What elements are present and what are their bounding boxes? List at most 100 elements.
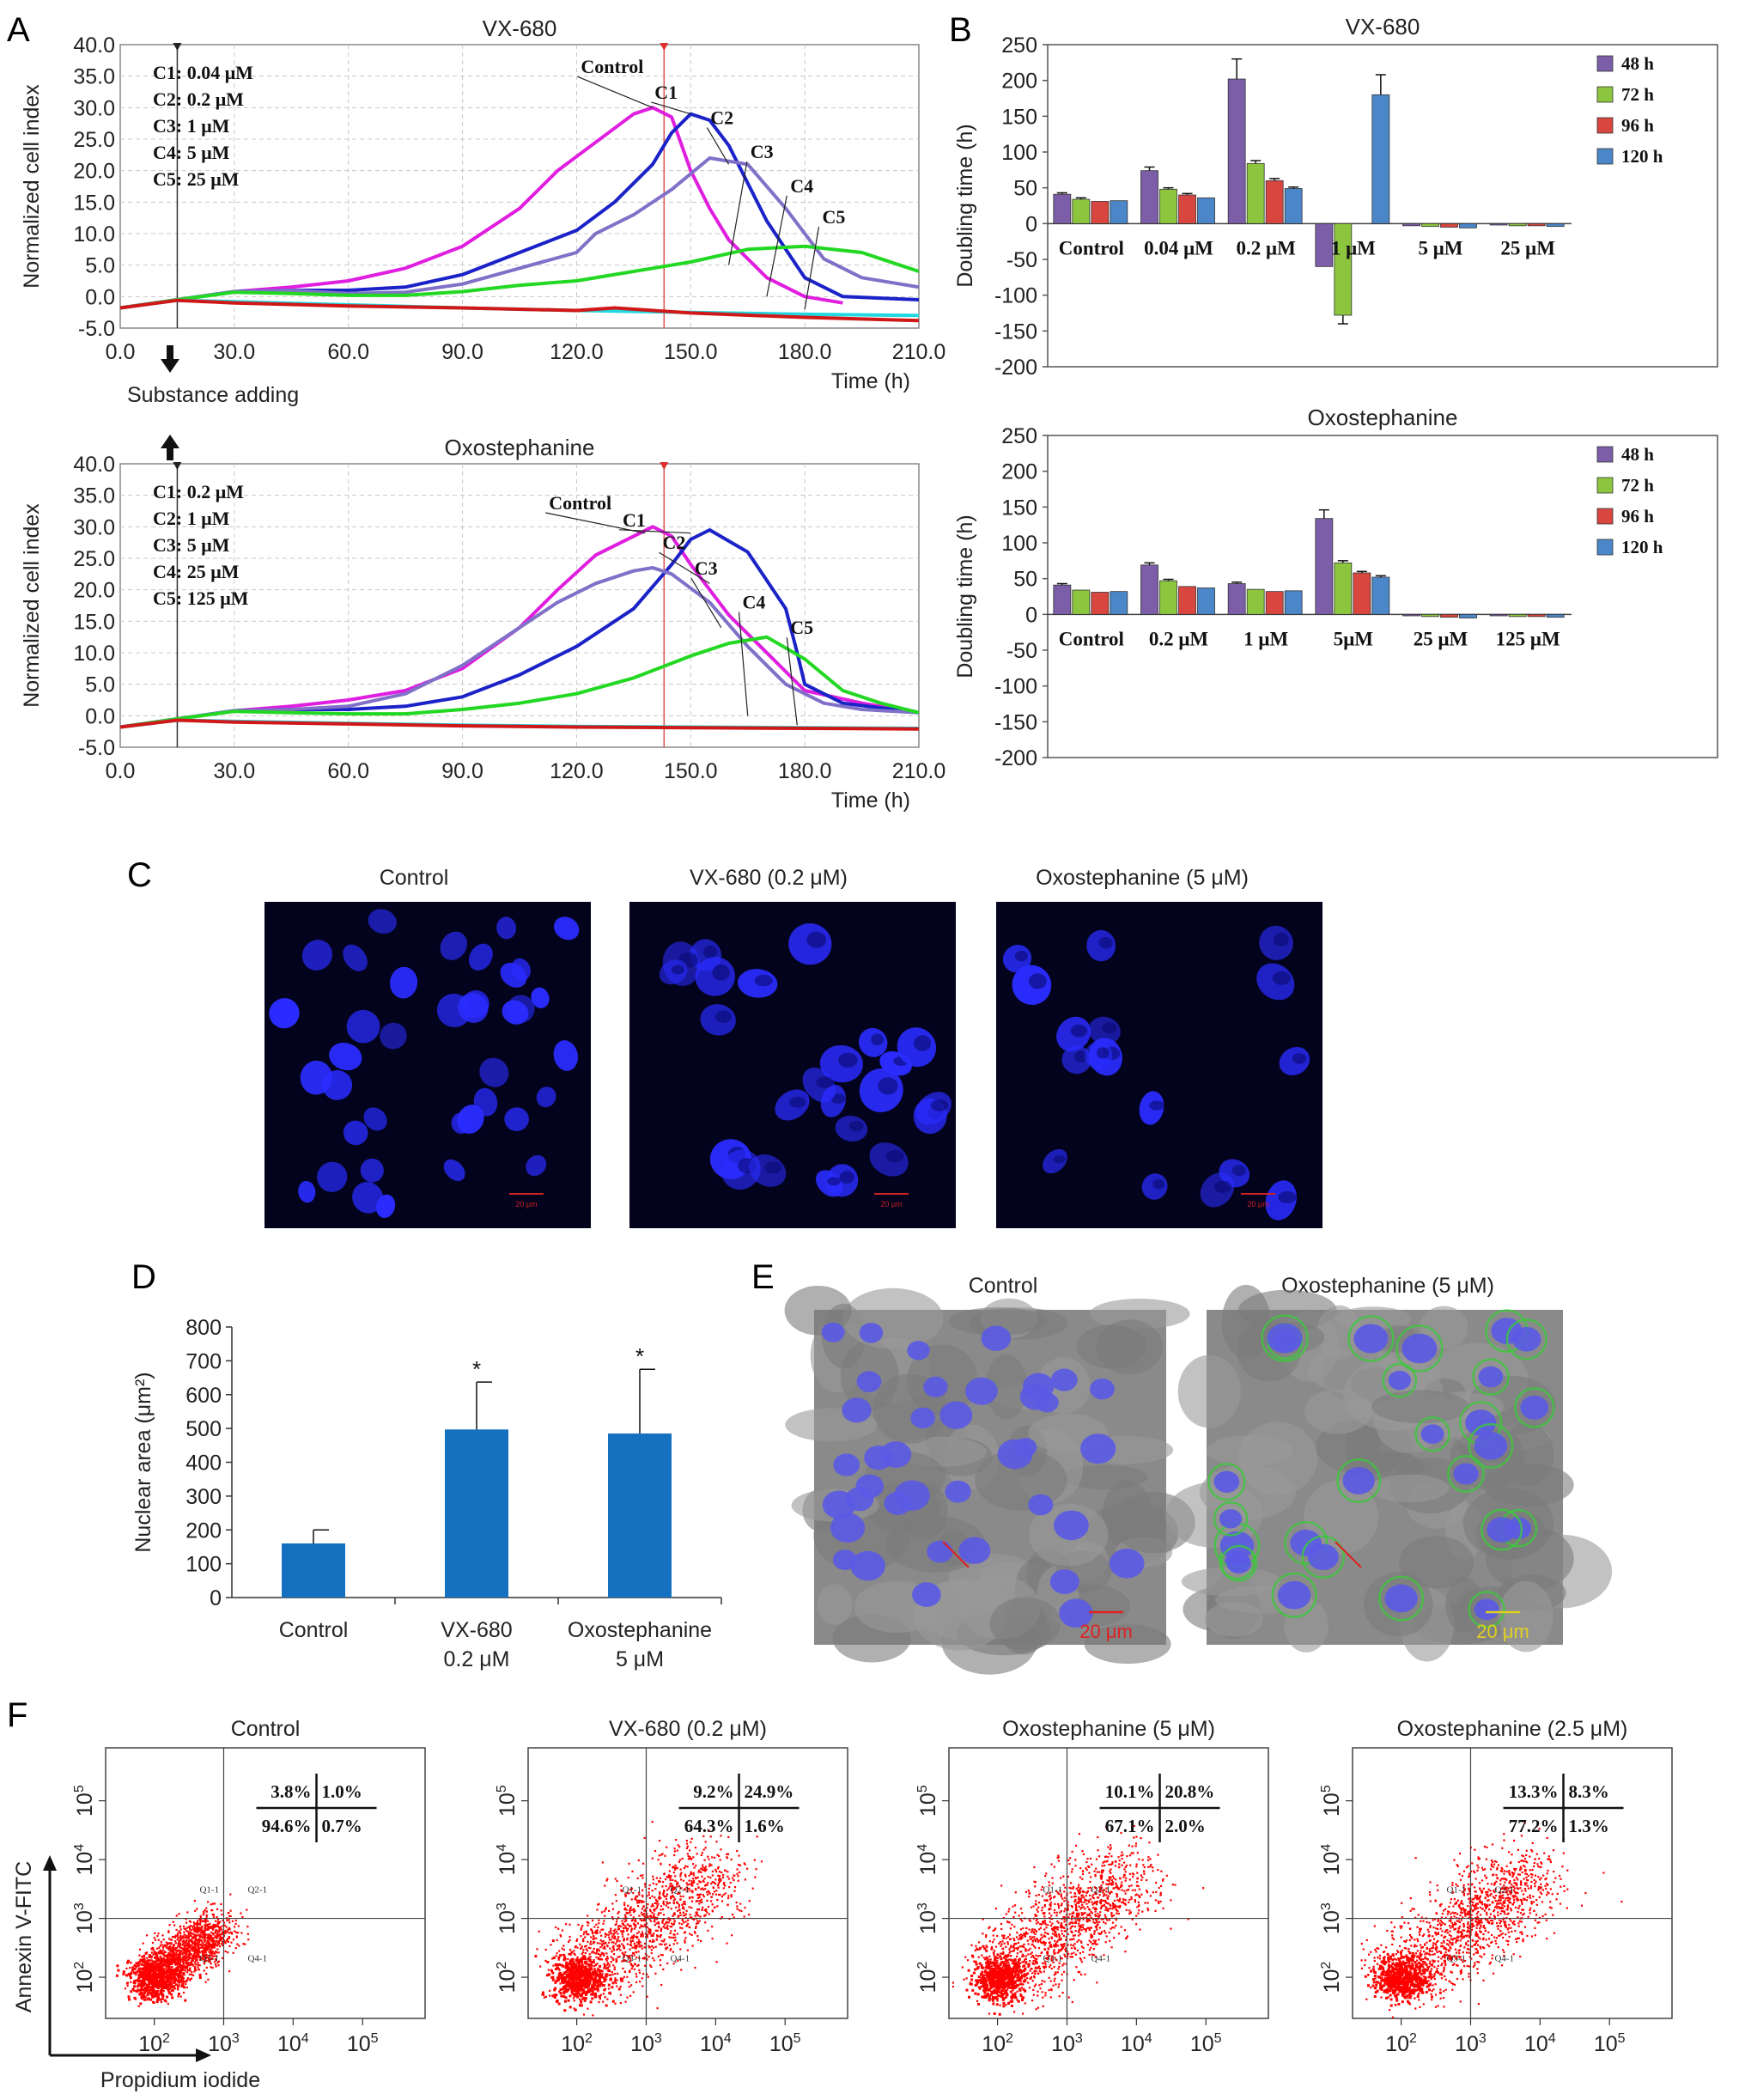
- event-dot-dense: [582, 1972, 586, 1975]
- event-dot: [178, 1930, 180, 1933]
- event-dot: [172, 1935, 174, 1938]
- event-dot: [660, 1908, 662, 1911]
- nucleus: [923, 1376, 948, 1397]
- event-dot: [198, 1947, 200, 1950]
- event-dot: [146, 1934, 149, 1937]
- event-dot-dense: [167, 1991, 171, 1994]
- marker-triangle-red: [660, 462, 669, 470]
- event-dot: [198, 1957, 201, 1959]
- nucleus: [907, 1341, 930, 1360]
- event-dot: [210, 1939, 212, 1942]
- event-dot: [693, 1881, 696, 1884]
- event-dot: [182, 1925, 185, 1927]
- event-dot: [194, 1927, 197, 1929]
- event-dot-dense: [143, 1965, 147, 1969]
- event-dot: [694, 1914, 696, 1917]
- event-dot: [681, 1919, 684, 1921]
- event-dot: [1098, 1914, 1101, 1916]
- y-tick-label: -150: [994, 320, 1037, 344]
- event-dot: [701, 1852, 703, 1854]
- micrograph-e-oxostephanine: 20 μm: [1165, 1284, 1613, 1662]
- event-dot-dense: [587, 1988, 591, 1992]
- event-dot: [748, 1900, 751, 1902]
- event-dot: [199, 1931, 202, 1933]
- event-dot: [1146, 1902, 1149, 1904]
- event-dot: [207, 1948, 210, 1951]
- event-dot: [162, 1990, 165, 1993]
- concentration-label: C3: 5 μM: [153, 534, 230, 556]
- quadrant-percent-ul: 3.8%: [271, 1781, 311, 1802]
- event-dot: [210, 1931, 213, 1933]
- event-dot: [644, 1909, 647, 1912]
- event-dot: [683, 1866, 685, 1870]
- event-dot: [1033, 1985, 1036, 1987]
- event-dot: [194, 1909, 197, 1912]
- event-dot: [582, 1933, 585, 1936]
- membrane-stain: [1220, 1544, 1258, 1582]
- event-dot: [716, 1905, 719, 1908]
- event-dot: [593, 1965, 595, 1968]
- event-dot: [194, 1944, 197, 1946]
- event-dot-dense: [578, 1987, 581, 1990]
- event-dot-dense: [155, 1992, 157, 1994]
- event-dot: [672, 1902, 675, 1905]
- event-dot: [549, 1994, 551, 1997]
- event-dot-dense: [150, 1947, 154, 1951]
- event-dot-dense: [562, 1964, 565, 1968]
- event-dot: [1105, 1860, 1108, 1863]
- event-dot: [218, 1945, 222, 1948]
- event-dot: [615, 1957, 617, 1961]
- event-dot: [700, 1867, 702, 1870]
- event-dot: [178, 1975, 180, 1977]
- event-dot: [1062, 1915, 1065, 1919]
- event-dot: [173, 1987, 176, 1990]
- event-dot: [581, 1957, 583, 1960]
- event-dot: [632, 1991, 635, 1993]
- event-dot: [698, 1880, 701, 1883]
- event-dot-dense: [570, 1990, 574, 1993]
- event-dot: [180, 1946, 183, 1949]
- event-dot: [193, 1953, 196, 1956]
- event-dot: [1022, 1927, 1025, 1930]
- event-dot: [605, 1957, 607, 1960]
- cell-texture: [1063, 1464, 1148, 1490]
- event-dot: [684, 1902, 686, 1906]
- event-dot: [160, 1940, 162, 1943]
- event-dot: [689, 1896, 691, 1899]
- event-dot-dense: [578, 1964, 581, 1968]
- event-dot: [602, 1928, 605, 1931]
- event-dot: [198, 1933, 202, 1936]
- event-dot: [1082, 1916, 1085, 1919]
- event-dot: [588, 1956, 591, 1958]
- event-dot: [701, 1868, 703, 1871]
- event-dot: [1107, 1908, 1110, 1910]
- y-tick-label: 400: [185, 1452, 222, 1476]
- y-tick-label: -50: [1006, 639, 1037, 663]
- event-dot: [662, 1881, 665, 1884]
- nucleus: [1059, 1598, 1093, 1628]
- membrane-stain: [1481, 1508, 1523, 1551]
- bar-nuclear-area: [445, 1429, 508, 1598]
- event-dot: [210, 1947, 213, 1950]
- nucleus-texture: [826, 1177, 841, 1186]
- event-dot: [638, 1969, 641, 1971]
- event-dot-dense: [178, 1962, 181, 1965]
- event-dot: [201, 1929, 204, 1933]
- event-dot: [593, 1947, 595, 1950]
- event-dot-dense: [131, 1966, 135, 1969]
- event-dot: [185, 1948, 187, 1951]
- event-dot-dense: [599, 1984, 602, 1987]
- event-dot-dense: [165, 1981, 168, 1984]
- event-dot: [205, 1966, 208, 1969]
- event-dot-dense: [581, 1981, 584, 1984]
- event-dot: [677, 1892, 679, 1895]
- event-dot: [206, 1920, 209, 1922]
- y-tick-label: 10.0: [73, 222, 115, 247]
- series-line-c2: [120, 566, 919, 729]
- event-dot: [219, 1935, 222, 1938]
- event-dot-dense: [155, 1992, 159, 1995]
- event-dot: [1043, 1932, 1047, 1934]
- event-dot: [187, 1944, 191, 1946]
- event-dot: [692, 1879, 696, 1882]
- event-dot-dense: [599, 1969, 602, 1972]
